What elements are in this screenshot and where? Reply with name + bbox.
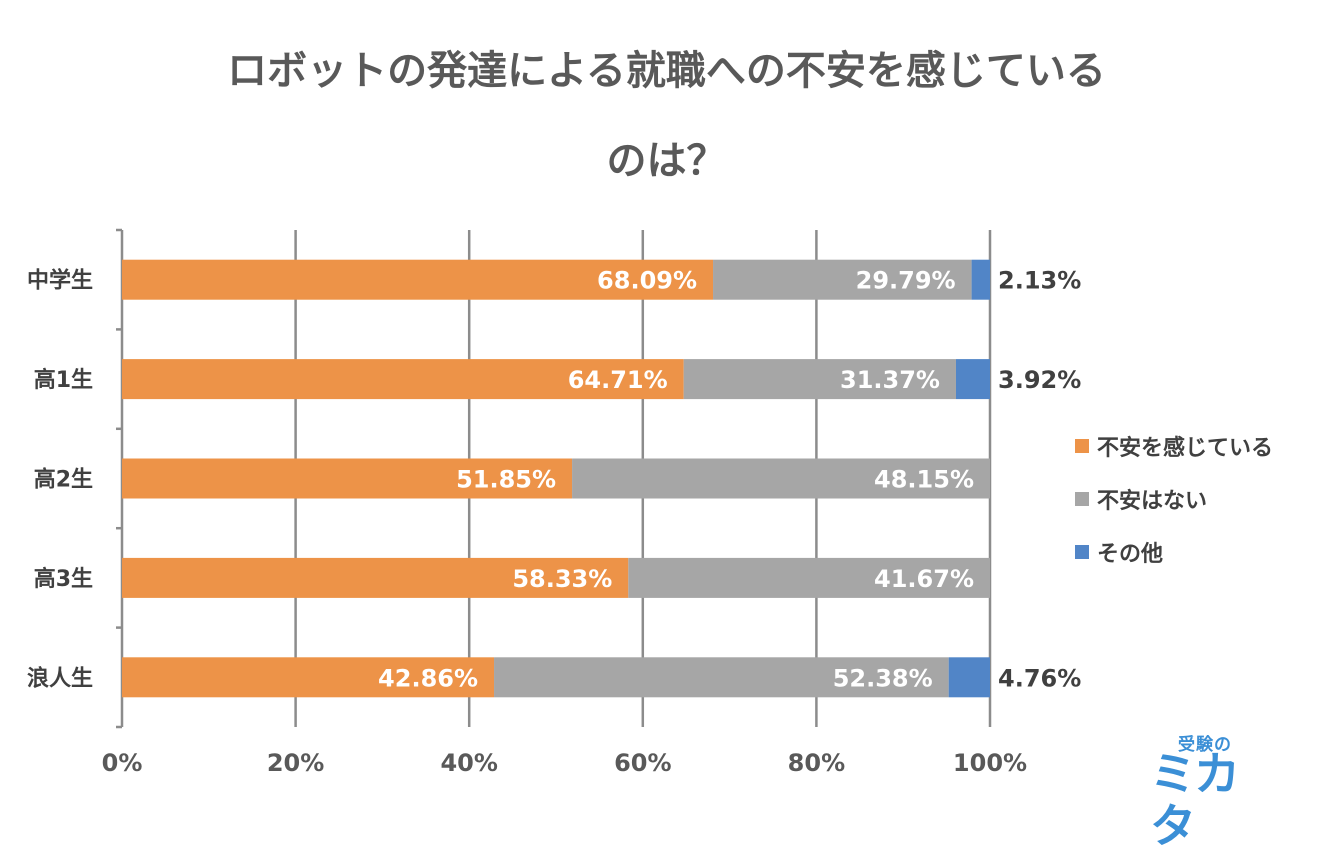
- stacked-bar-chart: 0% 20% 40% 60% 80% 100% 中学生 68.09% 29.79% 2.13% 高1…: [27, 228, 1081, 777]
- x-tick-label-1: 20%: [267, 749, 324, 777]
- legend-swatch-other: [1075, 545, 1089, 559]
- data-label-anxious-2: 51.85%: [456, 466, 556, 494]
- bar-other-1: [955, 359, 990, 400]
- data-label-not-anxious-2: 48.15%: [874, 466, 974, 494]
- legend-swatch-anxious: [1075, 439, 1089, 453]
- data-label-not-anxious-4: 52.38%: [833, 664, 933, 692]
- data-label-anxious-0: 68.09%: [597, 267, 697, 295]
- category-label-1: 高1生: [34, 367, 93, 393]
- x-tick-label-4: 80%: [788, 749, 845, 777]
- data-label-anxious-3: 58.33%: [512, 565, 612, 593]
- bar-other-4: [948, 657, 990, 698]
- category-label-2: 高2生: [34, 467, 93, 493]
- logo-text-bottom: ミカタ: [1150, 747, 1240, 853]
- data-label-other-1: 3.92%: [998, 366, 1081, 394]
- legend-label-other: その他: [1097, 542, 1164, 567]
- x-tick-label-0: 0%: [102, 749, 143, 777]
- bar-anxious-2: [122, 458, 573, 499]
- data-label-not-anxious-0: 29.79%: [856, 267, 956, 295]
- bar-anxious-1: [122, 359, 684, 400]
- data-label-anxious-1: 64.71%: [568, 366, 668, 394]
- data-label-other-0: 2.13%: [998, 267, 1081, 295]
- legend-swatch-not-anxious: [1075, 492, 1089, 506]
- bar-not-anxious-1: [683, 359, 956, 400]
- bar-anxious-0: [122, 259, 714, 300]
- data-label-not-anxious-1: 31.37%: [840, 366, 940, 394]
- bar-not-anxious-2: [572, 458, 990, 499]
- bar-not-anxious-4: [494, 657, 949, 698]
- category-label-0: 中学生: [27, 268, 93, 294]
- legend-label-not-anxious: 不安はない: [1097, 489, 1208, 514]
- legend-item-anxious: 不安を感じている: [1075, 430, 1273, 462]
- logo-text-top: 受験の: [1178, 735, 1232, 755]
- legend-item-other: その他: [1075, 536, 1163, 568]
- data-label-anxious-4: 42.86%: [378, 664, 478, 692]
- data-label-other-4: 4.76%: [998, 664, 1081, 692]
- x-tick-label-5: 100%: [953, 749, 1027, 777]
- bar-not-anxious-0: [713, 259, 972, 300]
- data-label-not-anxious-3: 41.67%: [874, 565, 974, 593]
- bar-not-anxious-3: [628, 557, 990, 598]
- brand-logo: 受験の ミカタ: [1148, 730, 1278, 852]
- x-tick-label-3: 60%: [614, 749, 671, 777]
- bar-other-0: [971, 259, 991, 300]
- category-label-3: 高3生: [34, 566, 93, 592]
- category-label-4: 浪人生: [27, 665, 93, 691]
- legend-item-not-anxious: 不安はない: [1075, 483, 1207, 515]
- legend-label-anxious: 不安を感じている: [1097, 436, 1274, 461]
- bar-anxious-4: [122, 657, 495, 698]
- x-tick-label-2: 40%: [440, 749, 497, 777]
- chart-title-line-2: のは？: [606, 138, 727, 184]
- chart-title-line-1: ロボットの発達による就職への不安を感じている: [227, 48, 1106, 94]
- bar-anxious-3: [122, 557, 629, 598]
